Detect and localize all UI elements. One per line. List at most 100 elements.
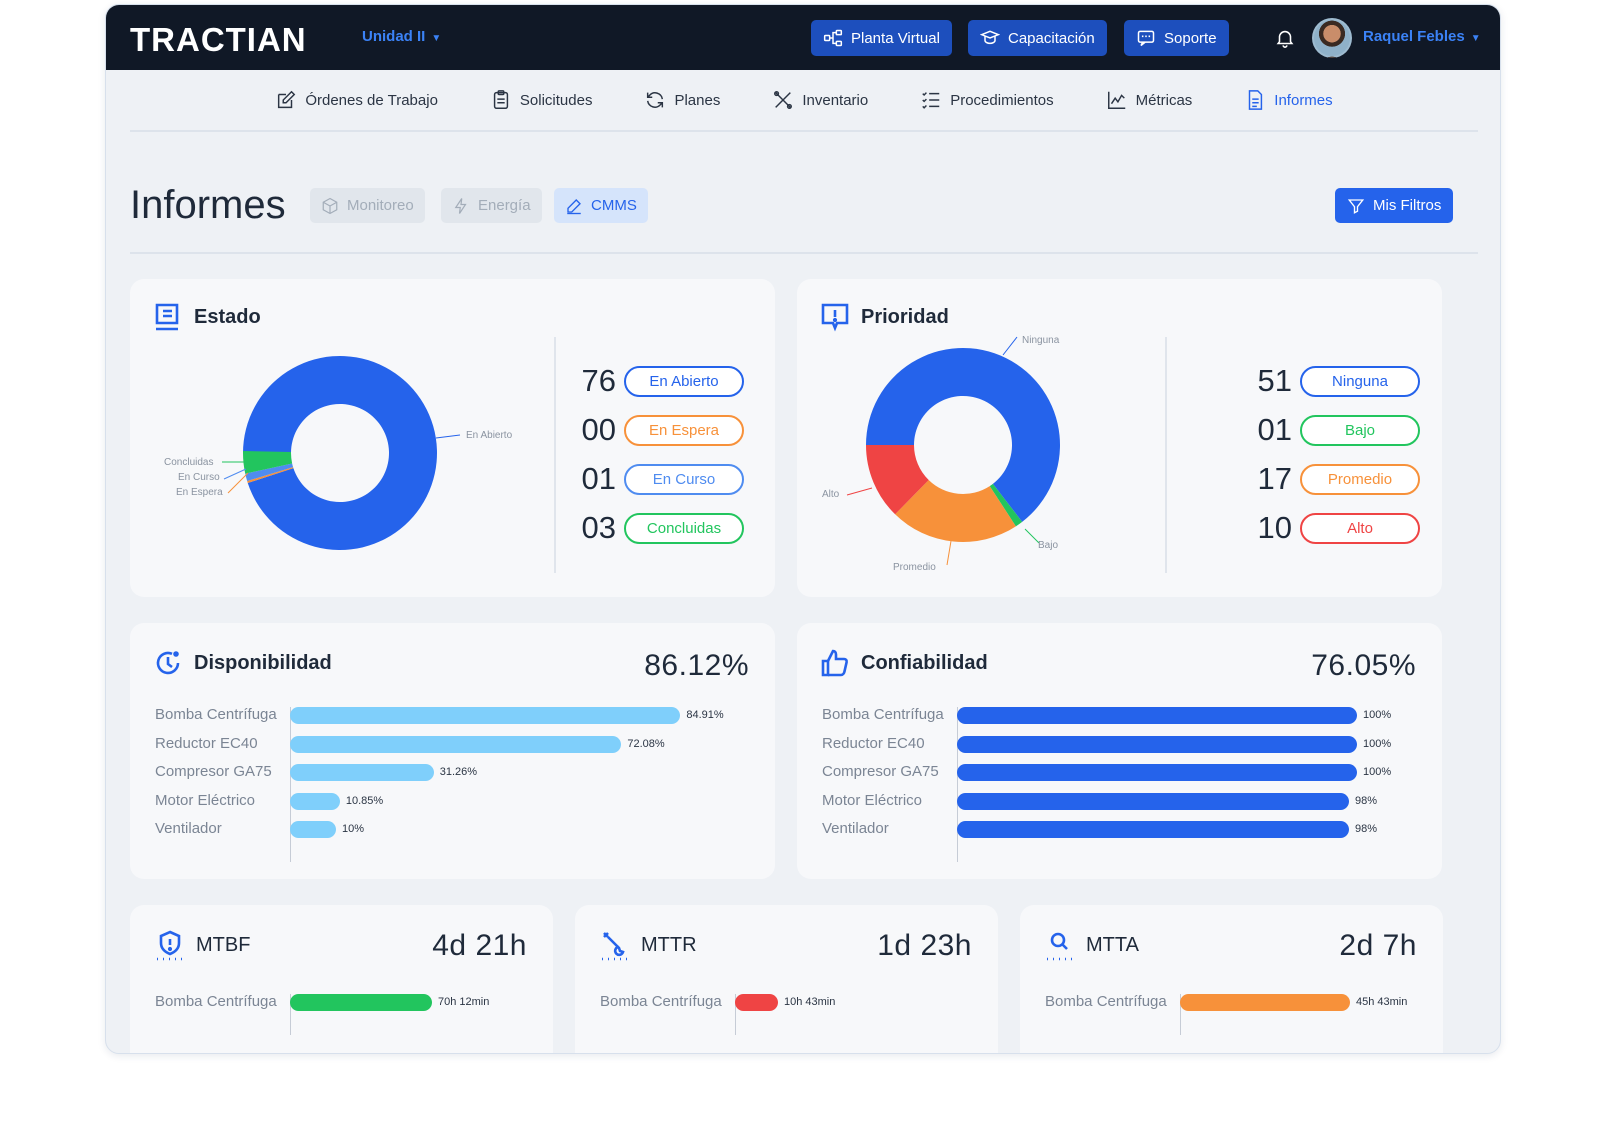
disponibilidad-bar[interactable] (290, 735, 622, 753)
chevron-down-icon: ▼ (431, 33, 442, 44)
user-name-label: Raquel Febles (1363, 28, 1465, 45)
status-badge: En Espera (624, 414, 744, 446)
capacitacion-button[interactable]: Capacitación (968, 20, 1107, 56)
nav-item-informes[interactable]: Informes (1244, 89, 1333, 111)
prioridad-slice-bajo[interactable] (989, 483, 1023, 527)
tab-monitoreo[interactable]: Monitoreo (310, 188, 425, 223)
confiabilidad-bar[interactable] (957, 792, 1349, 810)
legend-count: 00 (581, 412, 616, 447)
donut-label-en-curso: En Curso (178, 472, 220, 483)
top-bar: TRACTIAN Unidad II ▼ Planta Virtual Capac… (106, 5, 1500, 70)
user-menu[interactable]: Raquel Febles ▼ (1363, 28, 1481, 45)
estado-legend-en-abierto: 76 En Abierto (574, 363, 744, 399)
nav-item-planes[interactable]: Planes (644, 89, 720, 111)
confiabilidad-bar-label: Compresor GA75 (822, 763, 939, 780)
confiabilidad-bar[interactable] (957, 764, 1357, 781)
mtta-bar-label: Bomba Centrífuga (1045, 993, 1167, 1010)
mis-filtros-button[interactable]: Mis Filtros (1335, 188, 1454, 223)
edit-icon (278, 90, 296, 109)
legend-count: 51 (1257, 363, 1292, 398)
nav-label: Métricas (1135, 91, 1193, 109)
disponibilidad-bar-value: 10% (341, 823, 364, 835)
filter-icon (1347, 198, 1365, 214)
mtta-bar-value: 45h 43min (1356, 996, 1408, 1008)
soporte-button[interactable]: Soporte (1124, 20, 1229, 56)
mtbf-bar-axis (290, 994, 291, 1035)
nav-label: Informes (1274, 91, 1333, 109)
estado-title-text: Estado (194, 305, 261, 328)
mttr-bar[interactable] (735, 994, 778, 1011)
status-badge: En Abierto (624, 365, 744, 397)
estado-slice-en-curso[interactable] (245, 463, 294, 482)
nav-item-procedimientos[interactable]: Procedimientos (920, 89, 1054, 111)
nav-item-ordenes[interactable]: Órdenes de Trabajo (275, 89, 438, 111)
confiabilidad-bar[interactable] (957, 735, 1357, 753)
nav-item-inventario[interactable]: Inventario (772, 89, 868, 111)
estado-slice-en-espera[interactable] (247, 467, 294, 483)
clipboard-icon (493, 90, 509, 109)
mtbf-bar[interactable] (290, 994, 432, 1011)
chevron-down-icon: ▼ (1470, 33, 1481, 44)
donut-label-concluidas: Concluidas (164, 457, 214, 468)
bell-icon[interactable] (1274, 27, 1296, 49)
nav-item-solicitudes[interactable]: Solicitudes (490, 89, 592, 111)
status-badge: Concluidas (624, 512, 744, 544)
prioridad-divider (1165, 337, 1167, 573)
mtbf-card: MTBF 4d 21h Bomba Centrífuga 70h 12min (130, 905, 553, 1053)
hierarchy-icon (823, 29, 843, 47)
tools-icon (774, 91, 793, 109)
cube-icon (322, 197, 338, 214)
prioridad-legend-bajo: 01 Bajo (1250, 412, 1420, 448)
shield-alert-icon (157, 930, 182, 961)
planta-virtual-button[interactable]: Planta Virtual (811, 20, 952, 56)
mtbf-total: 4d 21h (432, 929, 527, 962)
unit-selector[interactable]: Unidad II ▼ (362, 28, 441, 45)
confiabilidad-bar-label: Ventilador (822, 820, 889, 837)
brand-logo[interactable]: TRACTIAN (130, 21, 307, 58)
mttr-total: 1d 23h (877, 929, 972, 962)
confiabilidad-bar-label: Reductor EC40 (822, 734, 925, 752)
estado-slice-concluidas[interactable] (243, 450, 293, 474)
prioridad-title-text: Prioridad (861, 305, 949, 328)
mttr-bar-label: Bomba Centrífuga (600, 993, 722, 1010)
prioridad-legend-alto: 10 Alto (1250, 510, 1420, 546)
document-lines-icon (155, 303, 179, 331)
avatar[interactable] (1312, 18, 1352, 58)
mtta-bar[interactable] (1180, 994, 1350, 1011)
tab-cmms[interactable]: CMMS (554, 188, 648, 223)
main-nav: Órdenes de Trabajo Solicitudes Planes In… (130, 70, 1478, 132)
legend-count: 76 (581, 363, 616, 398)
confiabilidad-bar-value: 100% (1363, 709, 1392, 721)
confiabilidad-bar[interactable] (957, 707, 1357, 724)
disponibilidad-bar[interactable] (290, 764, 434, 781)
prioridad-title: Prioridad (819, 301, 949, 333)
priority-badge: Alto (1300, 512, 1420, 544)
donut-label-en-espera: En Espera (176, 487, 223, 498)
estado-leader-lines (222, 434, 461, 494)
mtta-title-text: MTTA (1086, 933, 1139, 956)
mtta-bar-axis (1180, 994, 1181, 1035)
disponibilidad-bar-label: Motor Eléctrico (155, 791, 256, 809)
status-badge: En Curso (624, 463, 744, 495)
confiabilidad-bar-label: Bomba Centrífuga (822, 706, 944, 723)
disponibilidad-bar-value: 31.26% (439, 766, 478, 778)
tab-energia[interactable]: Energía (441, 188, 542, 223)
disponibilidad-bar[interactable] (290, 821, 336, 838)
estado-slice-en-abierto[interactable] (243, 356, 437, 550)
mtbf-bar-value: 70h 12min (438, 996, 490, 1008)
prioridad-leader-lines (846, 336, 1040, 566)
prioridad-slice-alto[interactable] (866, 445, 929, 515)
nav-item-metricas[interactable]: Métricas (1106, 89, 1193, 111)
mtta-title: MTTA (1044, 929, 1139, 961)
prioridad-slice-promedio[interactable] (895, 479, 1016, 542)
mttr-title: MTTR (599, 929, 697, 961)
confiabilidad-bar[interactable] (957, 821, 1349, 838)
disponibilidad-bar[interactable] (290, 707, 681, 724)
tab-label: CMMS (591, 197, 637, 214)
legend-count: 17 (1257, 461, 1292, 496)
prioridad-slice-ninguna[interactable] (866, 348, 1060, 522)
confiabilidad-bar-value: 98% (1355, 823, 1378, 835)
priority-badge: Ninguna (1300, 365, 1420, 397)
disponibilidad-bar[interactable] (290, 792, 340, 810)
estado-legend-concluidas: 03 Concluidas (574, 510, 744, 546)
